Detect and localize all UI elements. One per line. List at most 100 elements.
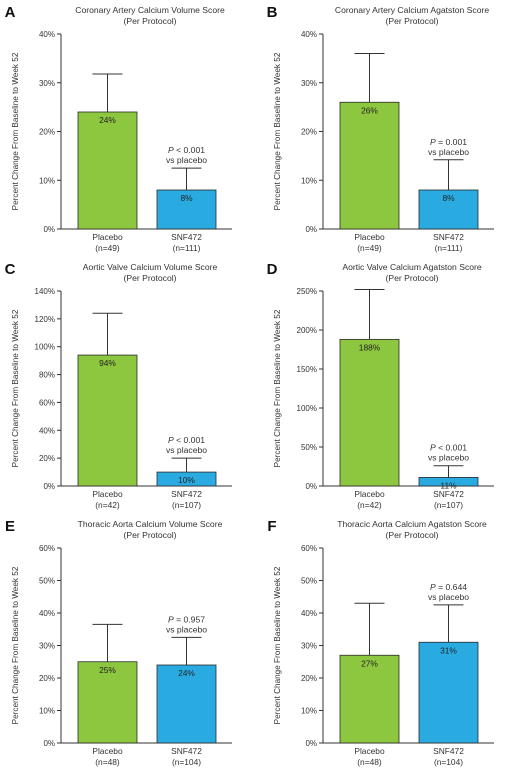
category-label: SNF472	[433, 489, 464, 499]
panel-letter: C	[5, 261, 16, 278]
y-tick-label: 50%	[301, 577, 317, 586]
p-value-number: < 0.001	[174, 145, 206, 155]
panel-d: D Aortic Valve Calcium Agatston Score (Per…	[262, 257, 524, 514]
chart-a: A Coronary Artery Calcium Volume Score(Pe…	[5, 4, 232, 253]
panel-b: B Coronary Artery Calcium Agatston Score (…	[262, 0, 524, 257]
panel-letter: B	[267, 4, 278, 21]
chart-subtitle: (Per Protocol)	[123, 530, 176, 540]
panel-e: E Thoracic Aorta Calcium Volume Score (Per…	[0, 514, 262, 771]
y-tick-label: 100%	[35, 343, 55, 352]
category-n-label: (n=104)	[172, 757, 201, 767]
p-value-comparison: vs placebo	[166, 155, 207, 165]
p-value-label: P = 0.957	[168, 614, 205, 624]
y-tick-label: 0%	[43, 482, 55, 491]
category-label: SNF472	[171, 489, 202, 499]
p-value-symbol: P	[430, 443, 436, 453]
category-n-label: (n=111)	[173, 243, 201, 253]
y-tick-label: 0%	[43, 225, 55, 234]
p-value-symbol: P	[168, 435, 174, 445]
bar-value-label: 8%	[442, 193, 455, 203]
y-tick-label: 20%	[39, 454, 55, 463]
panel-letter: F	[267, 518, 276, 535]
bar-value-label: 31%	[440, 645, 457, 655]
y-tick-label: 0%	[305, 482, 317, 491]
p-value-symbol: P	[168, 145, 174, 155]
bar-value-label: 94%	[99, 358, 116, 368]
p-value-number: = 0.644	[436, 582, 468, 592]
y-tick-label: 60%	[39, 544, 55, 553]
p-value-label: P < 0.001	[430, 443, 467, 453]
chart-subtitle: (Per Protocol)	[385, 530, 438, 540]
category-n-label: (n=107)	[434, 500, 463, 510]
category-n-label: (n=48)	[357, 757, 382, 767]
p-value-label: P = 0.644	[430, 582, 467, 592]
category-n-label: (n=107)	[172, 500, 201, 510]
bar-value-label: 25%	[99, 665, 116, 675]
p-value-comparison: vs placebo	[428, 592, 469, 602]
y-tick-label: 30%	[39, 642, 55, 651]
bar-snf472	[418, 641, 479, 744]
y-axis-label: Percent Change From Baseline to Week 52	[11, 309, 20, 467]
y-tick-label: 60%	[301, 544, 317, 553]
category-label: Placebo	[354, 232, 385, 242]
y-axis-label: Percent Change From Baseline to Week 52	[11, 566, 20, 724]
y-tick-label: 30%	[39, 79, 55, 88]
category-n-label: (n=49)	[357, 243, 382, 253]
bar-snf472	[418, 477, 479, 487]
bar-value-label: 10%	[178, 475, 195, 485]
bar-snf472	[156, 471, 217, 487]
y-axis-label: Percent Change From Baseline to Week 52	[273, 52, 282, 210]
y-tick-label: 250%	[297, 287, 317, 296]
p-value-number: = 0.957	[174, 614, 206, 624]
p-value-label: P < 0.001	[168, 145, 205, 155]
y-tick-label: 40%	[39, 426, 55, 435]
chart-subtitle: (Per Protocol)	[123, 273, 176, 283]
y-tick-label: 10%	[39, 707, 55, 716]
p-value-comparison: vs placebo	[428, 147, 469, 157]
category-label: Placebo	[92, 232, 123, 242]
y-tick-label: 20%	[301, 128, 317, 137]
y-axis-label: Percent Change From Baseline to Week 52	[273, 566, 282, 724]
y-axis-label: Percent Change From Baseline to Week 52	[11, 52, 20, 210]
p-value-symbol: P	[430, 137, 436, 147]
category-label: SNF472	[433, 746, 464, 756]
panel-c: C Aortic Valve Calcium Volume Score (Per P…	[0, 257, 262, 514]
chart-f: F Thoracic Aorta Calcium Agatston Score(P…	[267, 518, 494, 767]
chart-subtitle: (Per Protocol)	[385, 273, 438, 283]
p-value-label: P = 0.001	[430, 137, 467, 147]
category-label: SNF472	[171, 232, 202, 242]
chart-subtitle: (Per Protocol)	[123, 16, 176, 26]
y-tick-label: 40%	[39, 30, 55, 39]
bar-value-label: 27%	[361, 658, 378, 668]
y-tick-label: 0%	[43, 739, 55, 748]
y-tick-label: 0%	[305, 225, 317, 234]
y-tick-label: 60%	[39, 398, 55, 407]
chart-c: C Aortic Valve Calcium Volume Score(Per P…	[5, 261, 232, 510]
p-value-number: < 0.001	[174, 435, 206, 445]
bar-snf472	[156, 189, 217, 230]
category-label: Placebo	[92, 489, 123, 499]
y-tick-label: 40%	[301, 609, 317, 618]
category-n-label: (n=42)	[95, 500, 120, 510]
p-value-symbol: P	[168, 614, 174, 624]
y-tick-label: 150%	[297, 365, 317, 374]
y-tick-label: 0%	[305, 739, 317, 748]
p-value-comparison: vs placebo	[166, 624, 207, 634]
bar-placebo	[77, 354, 138, 487]
chart-d: D Aortic Valve Calcium Agatston Score(Per…	[267, 261, 494, 510]
y-axis-label: Percent Change From Baseline to Week 52	[273, 309, 282, 467]
chart-title: Coronary Artery Calcium Agatston Score	[335, 5, 489, 15]
y-tick-label: 20%	[301, 674, 317, 683]
category-label: SNF472	[171, 746, 202, 756]
y-tick-label: 20%	[39, 128, 55, 137]
bar-value-label: 11%	[440, 480, 457, 490]
panel-letter: D	[267, 261, 278, 278]
bar-placebo	[339, 654, 400, 744]
p-value-comparison: vs placebo	[428, 453, 469, 463]
category-n-label: (n=49)	[95, 243, 120, 253]
category-n-label: (n=111)	[435, 243, 463, 253]
category-label: SNF472	[433, 232, 464, 242]
y-tick-label: 50%	[39, 577, 55, 586]
category-label: Placebo	[354, 746, 385, 756]
y-tick-label: 50%	[301, 443, 317, 452]
